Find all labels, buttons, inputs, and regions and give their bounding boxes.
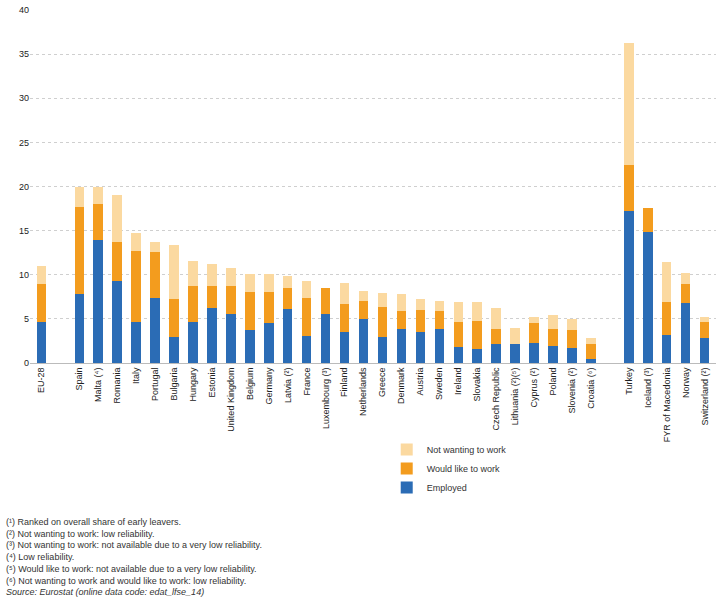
svg-text:5: 5	[24, 314, 29, 324]
svg-text:Croatia (⁶): Croatia (⁶)	[586, 368, 596, 409]
svg-text:0: 0	[24, 358, 29, 368]
svg-text:Lithuania (²)(⁵): Lithuania (²)(⁵)	[510, 368, 520, 426]
svg-text:Greece: Greece	[377, 368, 387, 398]
svg-text:Spain: Spain	[74, 368, 84, 391]
svg-text:Malta (⁴): Malta (⁴)	[93, 368, 103, 402]
svg-text:30: 30	[19, 93, 29, 103]
svg-text:Norway: Norway	[681, 367, 691, 398]
svg-text:Hungary: Hungary	[188, 367, 198, 402]
svg-text:Iceland (³): Iceland (³)	[643, 368, 653, 409]
svg-text:France: France	[302, 368, 312, 396]
svg-text:Switzerland (²): Switzerland (²)	[700, 368, 710, 426]
svg-text:35: 35	[19, 49, 29, 59]
svg-text:Sweden: Sweden	[434, 368, 444, 401]
svg-text:20: 20	[19, 182, 29, 192]
svg-text:Finland: Finland	[339, 368, 349, 398]
svg-text:Bulgaria: Bulgaria	[169, 368, 179, 401]
svg-text:United Kingdom: United Kingdom	[226, 368, 236, 432]
svg-text:Employed: Employed	[427, 483, 467, 493]
svg-text:Turkey: Turkey	[624, 367, 634, 395]
svg-text:Cyprus (²): Cyprus (²)	[529, 368, 539, 408]
svg-text:Denmark: Denmark	[396, 367, 406, 404]
svg-text:Latvia (²): Latvia (²)	[283, 368, 293, 404]
svg-text:Italy: Italy	[131, 367, 141, 384]
svg-text:(¹) Ranked on overall share of: (¹) Ranked on overall share of early lea…	[6, 517, 262, 597]
svg-text:Czech Republic: Czech Republic	[491, 367, 501, 431]
svg-text:Belgium: Belgium	[245, 368, 255, 401]
svg-text:Germany: Germany	[264, 367, 274, 405]
svg-text:Austria: Austria	[415, 368, 425, 396]
svg-text:Romania: Romania	[112, 368, 122, 404]
svg-text:15: 15	[19, 226, 29, 236]
svg-text:Slovakia: Slovakia	[472, 368, 482, 402]
svg-text:Would like to work: Would like to work	[427, 464, 500, 474]
svg-text:10: 10	[19, 270, 29, 280]
svg-text:25: 25	[19, 138, 29, 148]
svg-text:EU-28: EU-28	[36, 368, 46, 394]
svg-text:FYR of Macedonia: FYR of Macedonia	[662, 368, 672, 443]
svg-text:Not wanting to work: Not wanting to work	[427, 445, 507, 455]
svg-text:Netherlands: Netherlands	[358, 367, 368, 416]
svg-text:Poland: Poland	[548, 368, 558, 396]
svg-text:Slovenia (²): Slovenia (²)	[567, 368, 577, 414]
svg-text:Portugal: Portugal	[150, 368, 160, 402]
svg-text:40: 40	[19, 5, 29, 15]
svg-text:Estonia: Estonia	[207, 368, 217, 398]
svg-text:Ireland: Ireland	[453, 368, 463, 396]
svg-text:Luxembourg (³): Luxembourg (³)	[321, 368, 331, 430]
